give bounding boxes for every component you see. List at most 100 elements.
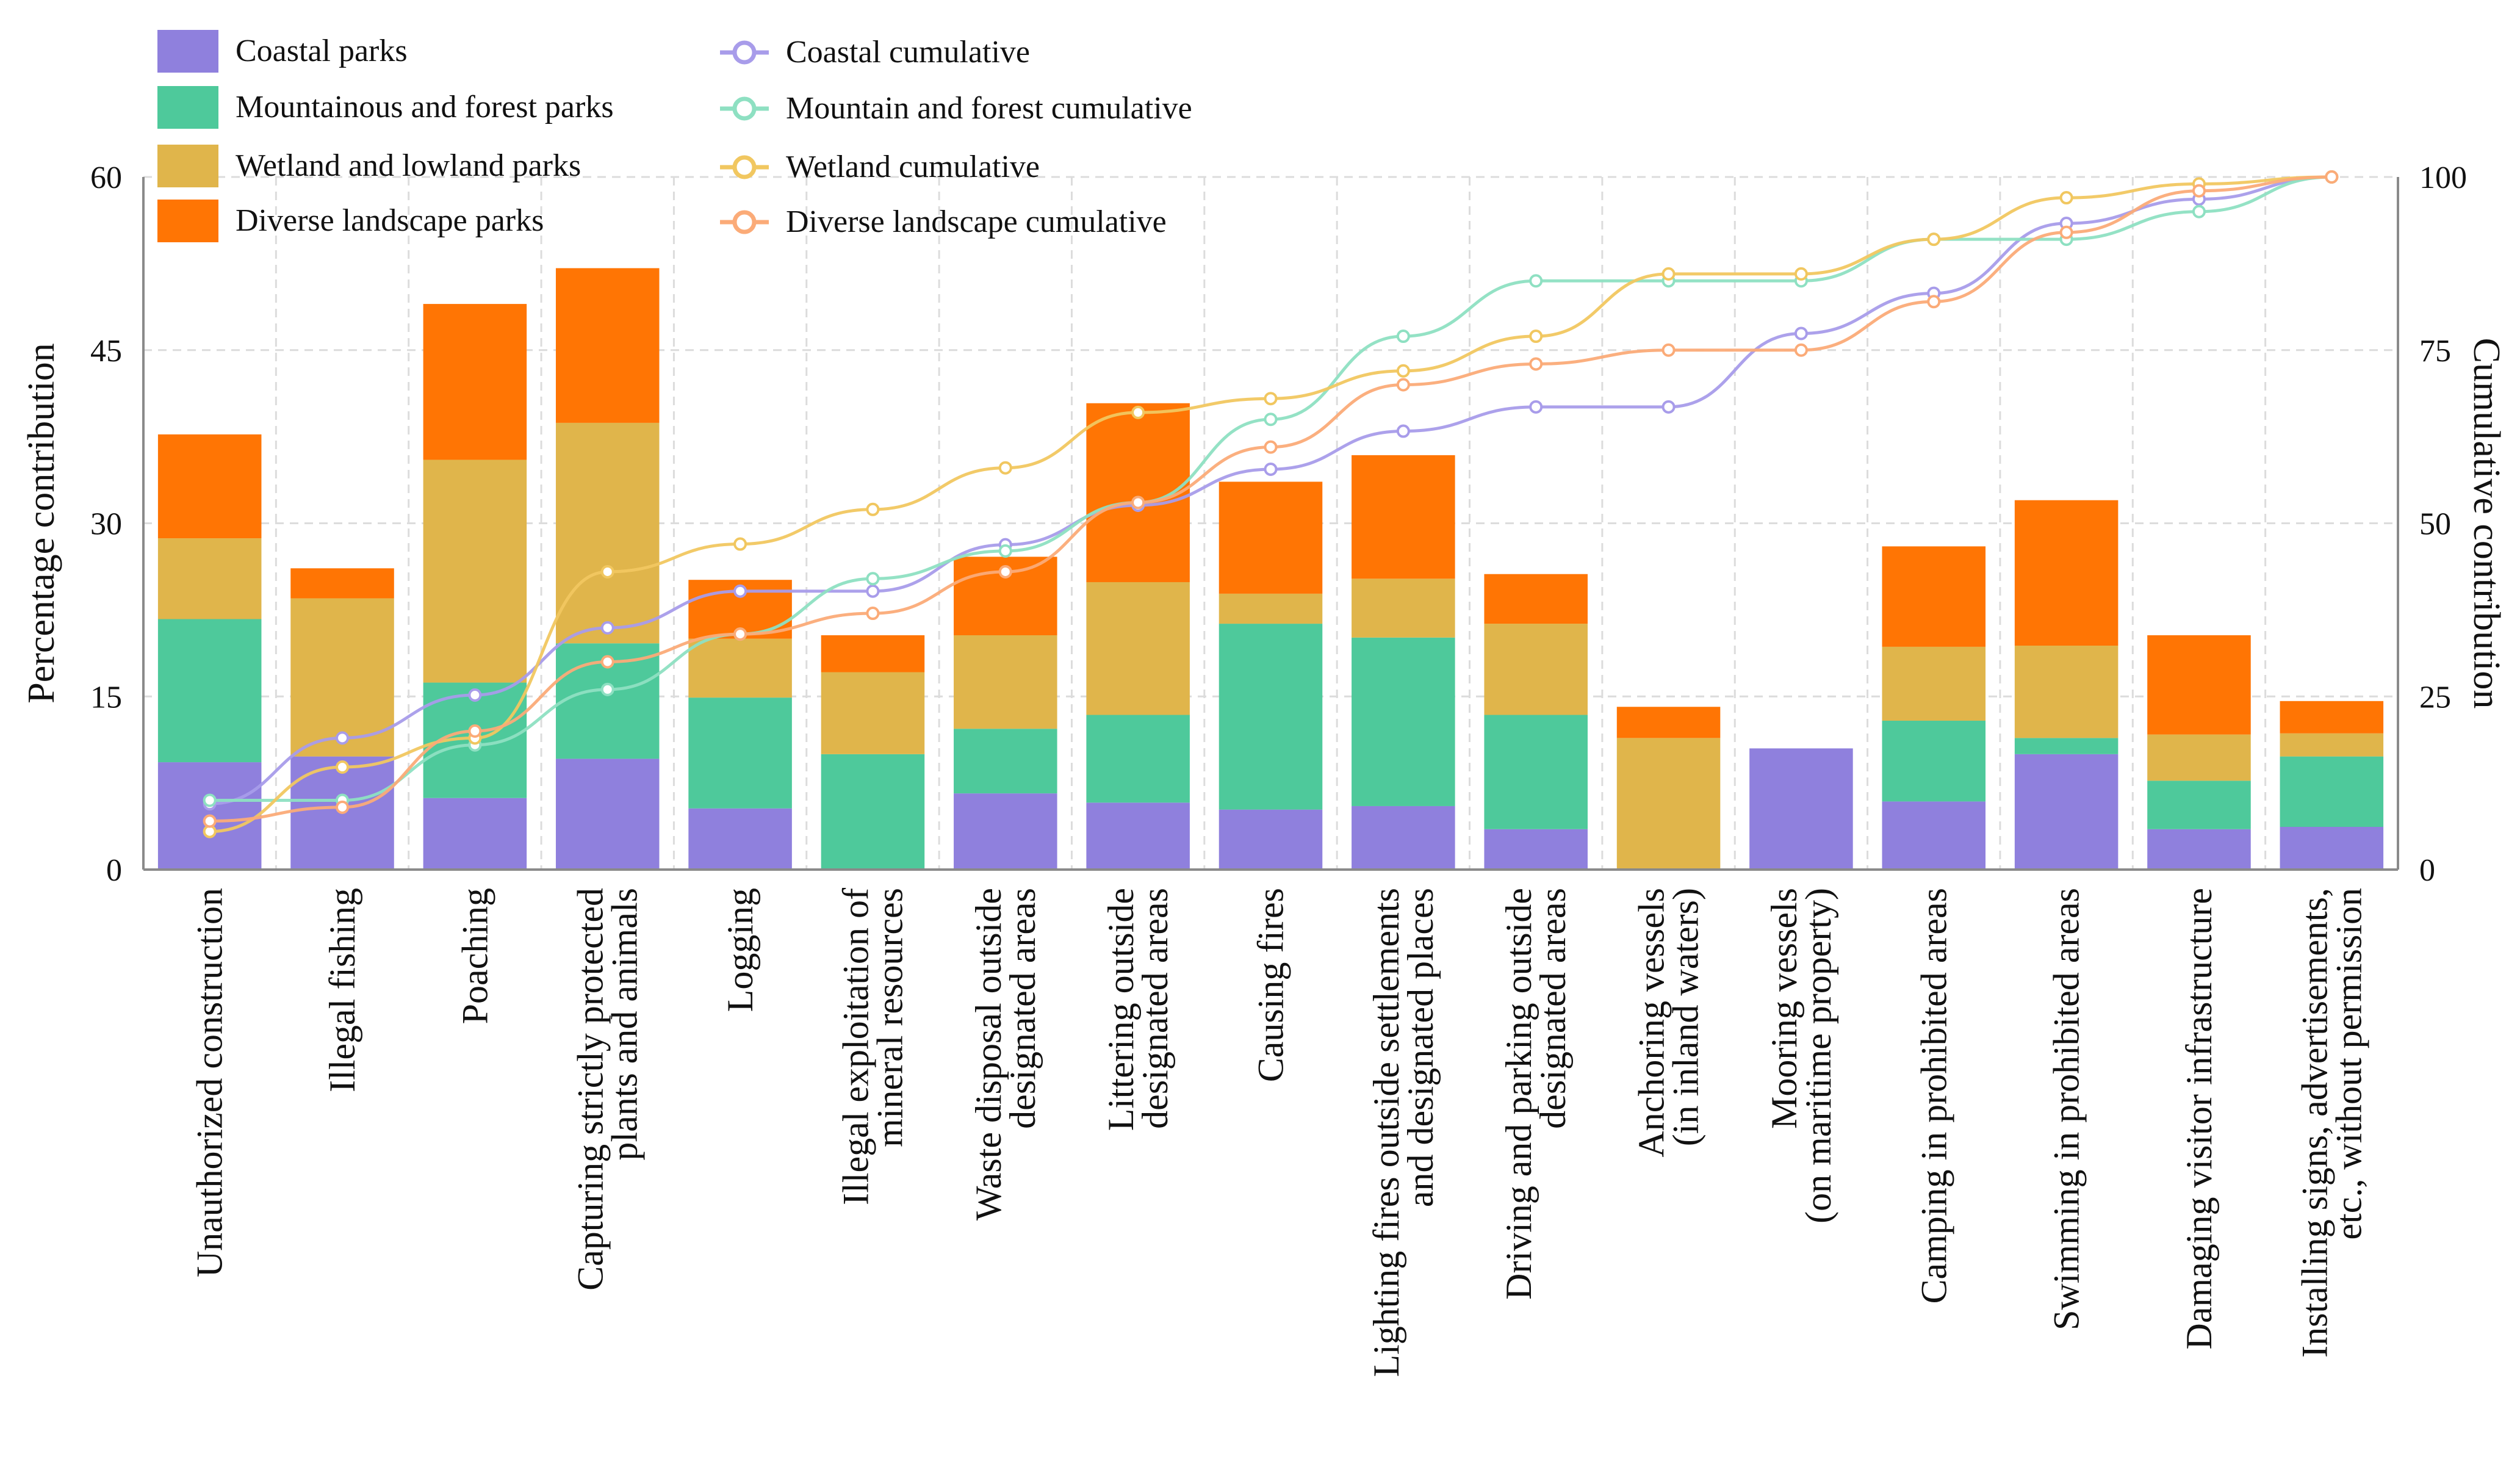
category-label-line: Anchoring vessels [1632, 888, 1672, 1158]
cumulative-point [733, 627, 747, 641]
bar-segment [1484, 624, 1588, 715]
bar-segment [423, 304, 527, 460]
category-label: Anchoring vessels(in inland waters) [1632, 888, 1706, 1158]
y-tick-label-left: 60 [90, 160, 122, 195]
legend-swatch [157, 86, 218, 129]
cumulative-point [600, 564, 614, 579]
legend-label: Coastal cumulative [786, 35, 1030, 70]
legend-swatch [157, 145, 218, 187]
bar-segment [1882, 546, 1986, 647]
cumulative-point [866, 584, 880, 598]
cumulative-point [1264, 462, 1278, 476]
cumulative-point [1264, 392, 1278, 406]
category-label-line: Installing signs, advertisements, [2294, 888, 2335, 1358]
cumulative-point [468, 688, 482, 702]
cumulative-point [1131, 405, 1145, 419]
cumulative-point [468, 724, 482, 738]
y-tick-label-right: 100 [2419, 160, 2467, 195]
cumulative-point [1131, 496, 1145, 510]
category-label: Logging [720, 888, 760, 1012]
cumulative-point [600, 621, 614, 635]
y-tick-label-right: 50 [2419, 507, 2451, 542]
bar-segment [290, 598, 394, 757]
bar-segment [1352, 806, 1455, 870]
bar-segment [1352, 637, 1455, 806]
category-label-line: designated areas [1533, 888, 1573, 1129]
bar-segment [2014, 646, 2119, 738]
cumulative-point [2059, 191, 2073, 205]
bar-segment [423, 798, 527, 870]
y-tick-label-left: 45 [90, 334, 122, 369]
cumulative-point [1529, 400, 1543, 414]
category-label-line: plants and animals [605, 888, 645, 1161]
legend-marker [732, 40, 757, 65]
cumulative-point [1264, 440, 1278, 454]
category-label-line: Mooring vessels [1764, 888, 1804, 1129]
cumulative-line [209, 175, 2332, 802]
category-label-line: and designated places [1400, 888, 1441, 1207]
legend-label: Diverse landscape parks [236, 203, 544, 238]
category-label-line: Swimming in prohibited areas [2047, 888, 2087, 1330]
cumulative-point [998, 461, 1012, 475]
bar-segment [1219, 481, 1323, 594]
bar-segment [1352, 455, 1455, 579]
bar-segment [157, 619, 262, 763]
bar-segment [821, 672, 925, 754]
category-label-line: Damaging visitor infrastructure [2179, 888, 2219, 1349]
category-label: Unauthorized construction [190, 888, 230, 1277]
bar-segment [555, 422, 660, 644]
cumulative-point [866, 607, 880, 621]
cumulative-point [1396, 364, 1410, 378]
category-label-line: Littering outside [1101, 888, 1141, 1131]
category-label-line: Lighting fires outside settlements [1366, 888, 1406, 1377]
category-label-line: designated areas [1135, 888, 1175, 1129]
bar-segment [2147, 734, 2251, 781]
cumulative-point [1396, 330, 1410, 344]
category-label-line: Driving and parking outside [1499, 888, 1539, 1300]
category-label: Littering outsidedesignated areas [1101, 888, 1175, 1131]
cumulative-point [1794, 267, 1808, 281]
bar-segment [1882, 801, 1986, 870]
category-label-line: designated areas [1003, 888, 1043, 1129]
bar-segment [1086, 582, 1190, 715]
bar-segment [555, 268, 660, 423]
bar-segment [2147, 635, 2251, 735]
bar-segment [2280, 756, 2384, 827]
bar-segment [1219, 593, 1323, 624]
bar-segment [2147, 780, 2251, 829]
legend-label: Diverse landscape cumulative [786, 204, 1167, 239]
category-label-line: Illegal fishing [322, 888, 362, 1092]
category-label: Waste disposal outsidedesignated areas [968, 888, 1043, 1220]
cumulative-point [1529, 330, 1543, 344]
legend-marker [732, 155, 757, 179]
cumulative-point [1529, 357, 1543, 371]
cumulative-point [1264, 413, 1278, 427]
bar-segment [1484, 574, 1588, 624]
legend-label: Mountain and forest cumulative [786, 91, 1192, 126]
cumulative-point [1794, 343, 1808, 357]
cumulative-point [600, 655, 614, 669]
bar-segment [1219, 624, 1323, 810]
category-label-line: etc., without permission [2328, 888, 2369, 1240]
category-label-line: Logging [720, 888, 760, 1012]
category-label-line: Causing fires [1251, 888, 1291, 1082]
category-label-line: Illegal exploitation of [835, 888, 876, 1205]
bar-segment [2014, 500, 2119, 646]
y-tick-label-right: 0 [2419, 853, 2435, 888]
category-label: Lighting fires outside settlementsand de… [1366, 888, 1441, 1377]
bar-segment [1749, 748, 1853, 870]
bar-segment [1086, 715, 1190, 803]
y-tick-label-left: 0 [106, 853, 122, 888]
category-label-line: mineral resources [869, 888, 910, 1147]
bar-segment [1882, 646, 1986, 721]
category-label: Damaging visitor infrastructure [2179, 888, 2219, 1349]
bar-segment [1882, 720, 1986, 802]
cumulative-point [1396, 378, 1410, 392]
bar-segment [2014, 738, 2119, 754]
bar-segment [688, 698, 792, 809]
cumulative-line [209, 175, 2332, 834]
category-label-line: Capturing strictly protected [571, 888, 611, 1291]
bar-segment [1484, 829, 1588, 870]
cumulative-point [998, 564, 1012, 579]
